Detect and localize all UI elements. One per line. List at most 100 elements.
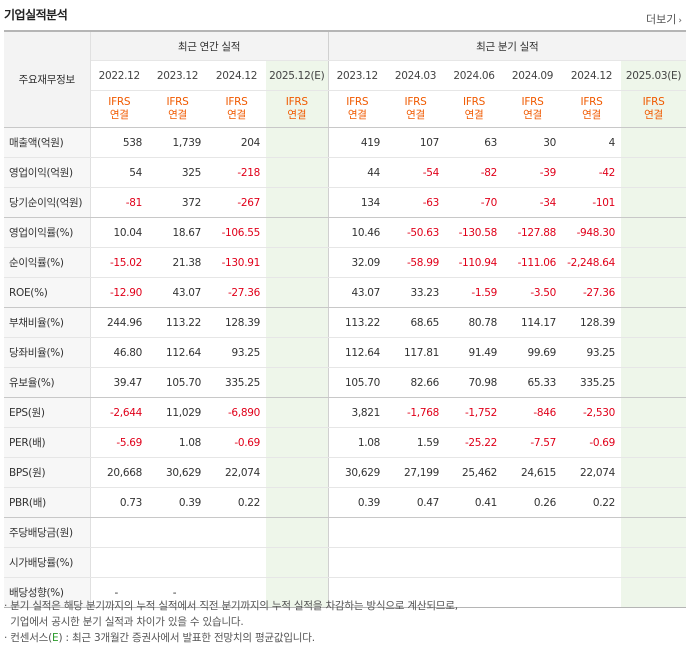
table-cell bbox=[562, 547, 621, 578]
table-cell bbox=[621, 187, 687, 218]
table-cell: -81 bbox=[90, 187, 148, 218]
table-row: 부채비율(%) 244.96 113.22 128.39 113.22 68.65 80.7… bbox=[4, 307, 687, 338]
table-cell: 0.22 bbox=[207, 487, 266, 518]
footnote-3: · 컨센서스(E) : 최근 3개월간 증권사에서 발표한 전망치의 평균값입니… bbox=[4, 632, 315, 644]
table-row: 당좌비율(%) 46.80 112.64 93.25 112.64 117.81 91.49… bbox=[4, 337, 687, 368]
more-label: 더보기 bbox=[646, 13, 677, 26]
item-column-header: 주요재무정보 bbox=[4, 30, 91, 128]
table-cell: 335.25 bbox=[562, 367, 621, 398]
table-cell bbox=[621, 547, 687, 578]
table-cell: 1.59 bbox=[386, 427, 445, 458]
table-cell: -110.94 bbox=[445, 247, 503, 278]
table-cell: -3.50 bbox=[503, 277, 562, 308]
row-label: BPS(원) bbox=[4, 457, 91, 488]
consolidated-label: 연결 bbox=[168, 109, 187, 121]
table-cell bbox=[266, 487, 328, 518]
footnote-1: · 분기 실적은 해당 분기까지의 누적 실적에서 직전 분기까지의 누적 실적… bbox=[4, 600, 458, 612]
table-cell: -58.99 bbox=[386, 247, 445, 278]
table-cell: 21.38 bbox=[148, 247, 207, 278]
row-label: 매출액(억원) bbox=[4, 127, 91, 158]
period-header: 2024.06 bbox=[445, 60, 503, 91]
table-cell bbox=[266, 397, 328, 428]
ifrs-consolidated-label: IFRS 연결 bbox=[207, 90, 266, 128]
table-cell: 30,629 bbox=[327, 457, 386, 488]
footnotes: · 분기 실적은 해당 분기까지의 누적 실적에서 직전 분기까지의 누적 실적… bbox=[4, 598, 458, 646]
table-row: 배당성향(%) - - bbox=[4, 577, 687, 608]
table-row: EPS(원) -2,644 11,029 -6,890 3,821 -1,768 -1,75… bbox=[4, 397, 687, 428]
table-cell: -0.69 bbox=[562, 427, 621, 458]
table-cell: 70.98 bbox=[445, 367, 503, 398]
table-cell bbox=[90, 547, 148, 578]
table-cell: 117.81 bbox=[386, 337, 445, 368]
table-cell: 82.66 bbox=[386, 367, 445, 398]
table-cell: 105.70 bbox=[148, 367, 207, 398]
consolidated-label: 연결 bbox=[644, 109, 663, 121]
table-cell bbox=[621, 397, 687, 428]
table-cell: 10.04 bbox=[90, 217, 148, 248]
table-cell bbox=[621, 487, 687, 518]
table-cell bbox=[621, 337, 687, 368]
table-cell: -7.57 bbox=[503, 427, 562, 458]
table-cell bbox=[207, 547, 266, 578]
table-cell: 30,629 bbox=[148, 457, 207, 488]
table-cell: -1.59 bbox=[445, 277, 503, 308]
more-link[interactable]: 더보기 › bbox=[646, 11, 682, 27]
ifrs-consolidated-label: IFRS 연결 bbox=[148, 90, 207, 128]
table-cell bbox=[327, 577, 386, 608]
row-label: ROE(%) bbox=[4, 277, 91, 308]
ifrs-consolidated-label: IFRS 연결 bbox=[503, 90, 562, 128]
table-row: 영업이익(억원) 54 325 -218 44 -54 -82 -39 -42 bbox=[4, 157, 687, 188]
table-cell: 0.41 bbox=[445, 487, 503, 518]
table-cell bbox=[148, 517, 207, 548]
period-header: 2022.12 bbox=[90, 60, 148, 91]
period-header: 2025.12(E) bbox=[266, 60, 328, 91]
ifrs-label: IFRS bbox=[404, 96, 427, 108]
table-cell: 3,821 bbox=[327, 397, 386, 428]
row-label: 당기순이익(억원) bbox=[4, 187, 91, 218]
table-cell: 1,739 bbox=[148, 127, 207, 158]
table-cell bbox=[327, 547, 386, 578]
ifrs-consolidated-label: IFRS 연결 bbox=[266, 90, 328, 128]
table-cell: 93.25 bbox=[207, 337, 266, 368]
table-row: 순이익률(%) -15.02 21.38 -130.91 32.09 -58.99 -110… bbox=[4, 247, 687, 278]
table-cell: 44 bbox=[327, 157, 386, 188]
table-cell: 18.67 bbox=[148, 217, 207, 248]
table-cell bbox=[148, 547, 207, 578]
table-cell bbox=[621, 217, 687, 248]
period-header: 2023.12 bbox=[327, 60, 386, 91]
table-cell: 113.22 bbox=[148, 307, 207, 338]
table-cell: -218 bbox=[207, 157, 266, 188]
ifrs-consolidated-label: IFRS 연결 bbox=[327, 90, 386, 128]
table-cell: -42 bbox=[562, 157, 621, 188]
table-row: 주당배당금(원) bbox=[4, 517, 687, 548]
row-label: 당좌비율(%) bbox=[4, 337, 91, 368]
table-row: 매출액(억원) 538 1,739 204 419 107 63 30 4 bbox=[4, 127, 687, 158]
consolidated-label: 연결 bbox=[582, 109, 601, 121]
table-cell: - bbox=[90, 577, 148, 608]
table-cell: 11,029 bbox=[148, 397, 207, 428]
table-cell: 107 bbox=[386, 127, 445, 158]
table-cell: 25,462 bbox=[445, 457, 503, 488]
table-cell: 22,074 bbox=[562, 457, 621, 488]
table-cell bbox=[621, 517, 687, 548]
table-cell: -27.36 bbox=[562, 277, 621, 308]
row-label: 주당배당금(원) bbox=[4, 517, 91, 548]
table-cell: 65.33 bbox=[503, 367, 562, 398]
period-header: 2024.12 bbox=[562, 60, 621, 91]
table-cell: 244.96 bbox=[90, 307, 148, 338]
table-cell bbox=[266, 277, 328, 308]
consolidated-label: 연결 bbox=[523, 109, 542, 121]
table-cell: -82 bbox=[445, 157, 503, 188]
table-cell bbox=[621, 427, 687, 458]
table-cell bbox=[327, 517, 386, 548]
table-cell bbox=[207, 577, 266, 608]
table-cell: -2,644 bbox=[90, 397, 148, 428]
table-cell: 39.47 bbox=[90, 367, 148, 398]
table-cell: -846 bbox=[503, 397, 562, 428]
table-cell: -50.63 bbox=[386, 217, 445, 248]
table-cell: -127.88 bbox=[503, 217, 562, 248]
table-cell: -2,530 bbox=[562, 397, 621, 428]
table-cell: -948.30 bbox=[562, 217, 621, 248]
table-cell: 22,074 bbox=[207, 457, 266, 488]
table-cell bbox=[503, 577, 562, 608]
